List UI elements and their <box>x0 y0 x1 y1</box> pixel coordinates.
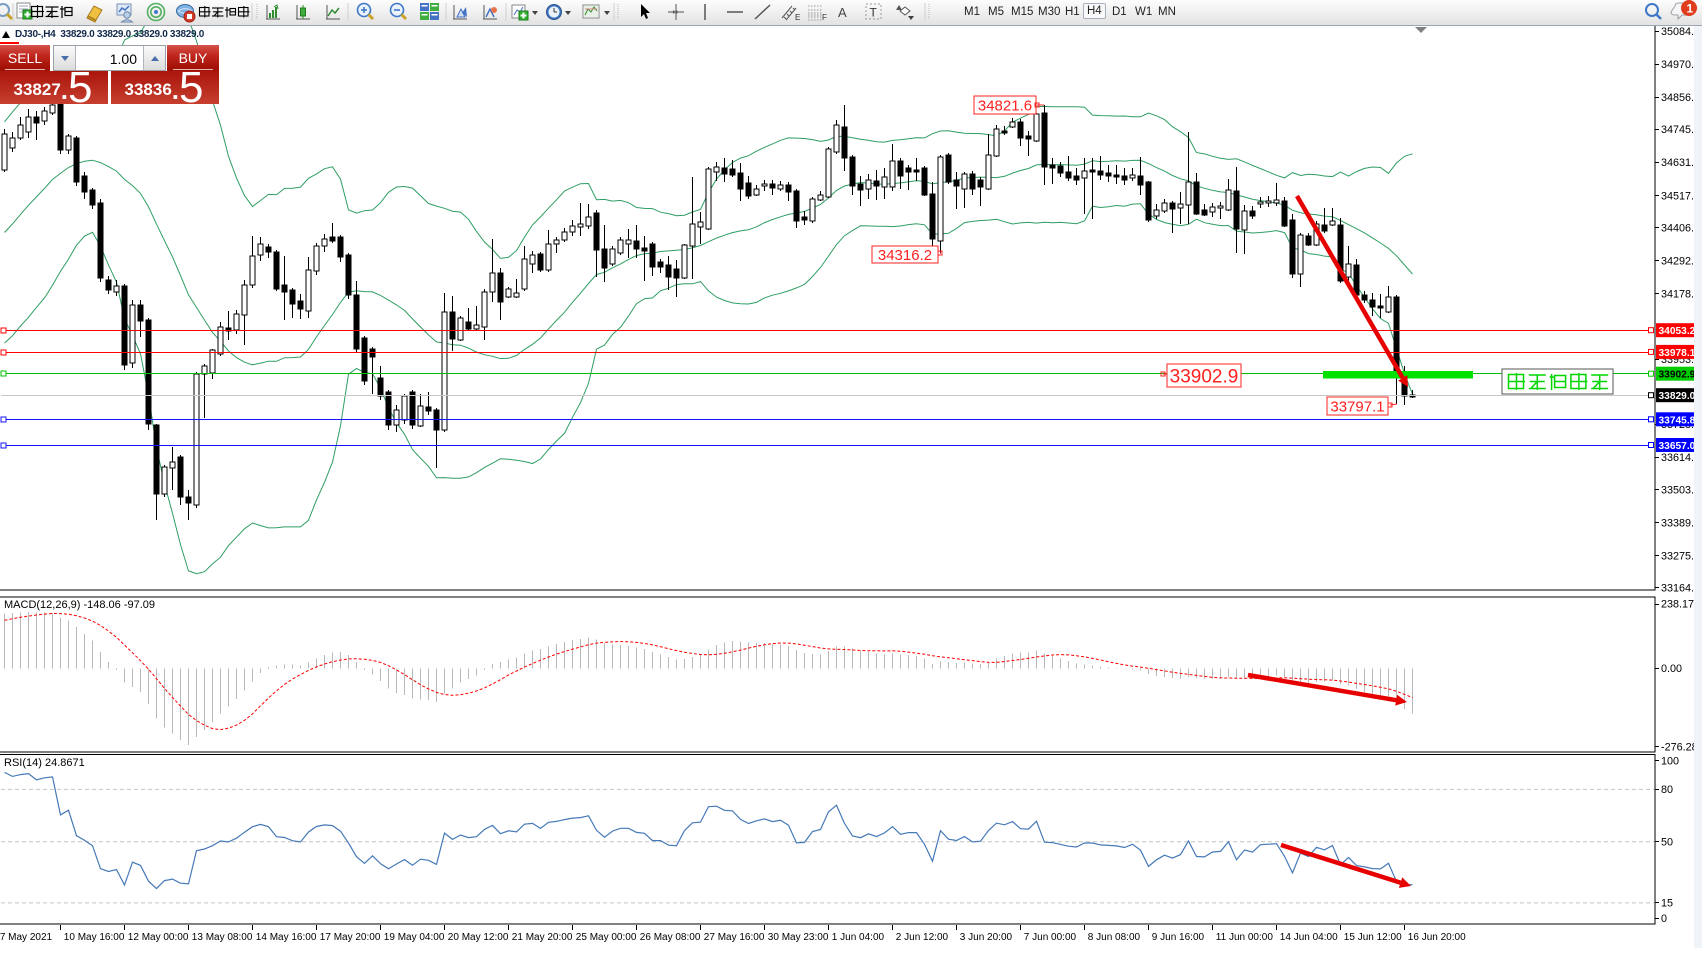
svg-text:30 May 23:00: 30 May 23:00 <box>768 932 829 943</box>
svg-text:34631.0: 34631.0 <box>1661 157 1700 169</box>
svg-text:34292.0: 34292.0 <box>1661 256 1700 268</box>
svg-text:50: 50 <box>1661 836 1673 848</box>
svg-text:20 May 12:00: 20 May 12:00 <box>448 932 509 943</box>
svg-text:25 May 00:00: 25 May 00:00 <box>576 932 637 943</box>
svg-text:F: F <box>822 13 827 22</box>
svg-text:1: 1 <box>1687 2 1694 16</box>
svg-text:33275.0: 33275.0 <box>1661 550 1700 562</box>
svg-text:0: 0 <box>1661 913 1667 925</box>
svg-text:10 May 16:00: 10 May 16:00 <box>64 932 125 943</box>
svg-text:19 May 04:00: 19 May 04:00 <box>384 932 445 943</box>
svg-text:16 Jun 20:00: 16 Jun 20:00 <box>1408 932 1466 943</box>
svg-text:8 Jun 08:00: 8 Jun 08:00 <box>1088 932 1141 943</box>
svg-text:33657.0: 33657.0 <box>1659 441 1696 452</box>
svg-text:15 Jun 12:00: 15 Jun 12:00 <box>1344 932 1402 943</box>
svg-text:T: T <box>870 6 878 20</box>
svg-text:33389.0: 33389.0 <box>1661 517 1700 529</box>
svg-text:14 May 16:00: 14 May 16:00 <box>256 932 317 943</box>
svg-text:9 Jun 16:00: 9 Jun 16:00 <box>1152 932 1205 943</box>
svg-text:34178.0: 34178.0 <box>1661 289 1700 301</box>
svg-text:2 Jun 12:00: 2 Jun 12:00 <box>896 932 949 943</box>
svg-text:1 Jun 04:00: 1 Jun 04:00 <box>832 932 885 943</box>
svg-text:3 Jun 20:00: 3 Jun 20:00 <box>960 932 1013 943</box>
svg-text:35084.0: 35084.0 <box>1661 26 1700 38</box>
svg-text:34856.0: 34856.0 <box>1661 92 1700 104</box>
svg-text:A: A <box>838 5 847 20</box>
svg-text:E: E <box>795 13 800 22</box>
svg-text:12 May 00:00: 12 May 00:00 <box>128 932 189 943</box>
svg-text:34316.2: 34316.2 <box>878 247 932 264</box>
svg-text:33614.0: 33614.0 <box>1661 452 1700 464</box>
svg-text:34517.0: 34517.0 <box>1661 190 1700 202</box>
svg-text:-276.28: -276.28 <box>1661 742 1698 754</box>
svg-text:RSI(14) 24.8671: RSI(14) 24.8671 <box>4 757 85 769</box>
svg-text:7 Jun 00:00: 7 Jun 00:00 <box>1024 932 1077 943</box>
svg-text:33902.9: 33902.9 <box>1659 370 1696 381</box>
svg-text:MACD(12,26,9) -148.06 -97.09: MACD(12,26,9) -148.06 -97.09 <box>4 599 155 611</box>
svg-text:33829.0: 33829.0 <box>1659 391 1696 402</box>
svg-text:34821.6: 34821.6 <box>978 97 1032 114</box>
svg-text:100: 100 <box>1661 755 1679 767</box>
svg-text:21 May 20:00: 21 May 20:00 <box>512 932 573 943</box>
svg-text:7 May 2021: 7 May 2021 <box>0 932 52 943</box>
svg-text:0.00: 0.00 <box>1661 663 1682 675</box>
svg-text:34406.0: 34406.0 <box>1661 223 1700 235</box>
svg-text:11 Jun 00:00: 11 Jun 00:00 <box>1216 932 1274 943</box>
svg-text:34970.0: 34970.0 <box>1661 59 1700 71</box>
svg-text:13 May 08:00: 13 May 08:00 <box>192 932 253 943</box>
svg-text:238.17: 238.17 <box>1661 599 1694 611</box>
svg-text:33902.9: 33902.9 <box>1170 366 1239 387</box>
svg-text:14 Jun 04:00: 14 Jun 04:00 <box>1280 932 1338 943</box>
svg-text:33503.0: 33503.0 <box>1661 484 1700 496</box>
svg-text:34745.0: 34745.0 <box>1661 124 1700 136</box>
svg-text:80: 80 <box>1661 784 1673 796</box>
svg-text:33797.1: 33797.1 <box>1330 398 1384 415</box>
svg-text:26 May 08:00: 26 May 08:00 <box>640 932 701 943</box>
svg-text:33164.0: 33164.0 <box>1661 583 1700 595</box>
svg-text:33745.8: 33745.8 <box>1659 415 1696 426</box>
svg-text:17 May 20:00: 17 May 20:00 <box>320 932 381 943</box>
svg-text:33978.1: 33978.1 <box>1659 348 1696 359</box>
svg-text:27 May 16:00: 27 May 16:00 <box>704 932 765 943</box>
svg-text:34053.2: 34053.2 <box>1659 326 1696 337</box>
svg-text:15: 15 <box>1661 898 1673 910</box>
